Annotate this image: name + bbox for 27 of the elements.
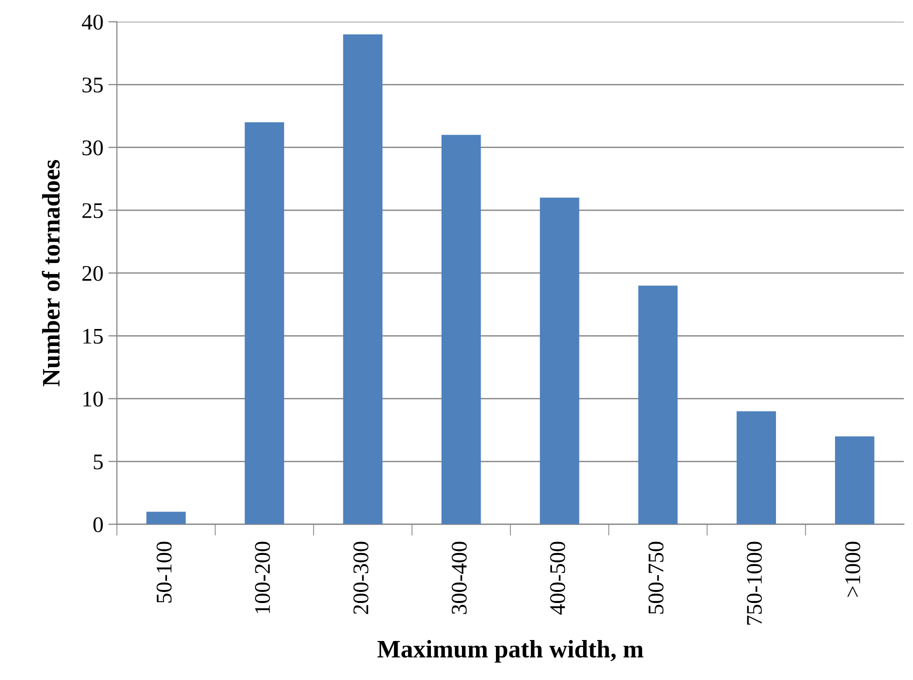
y-tick-label: 35 <box>82 78 103 93</box>
y-tick-label: 0 <box>93 517 103 532</box>
bar <box>540 198 580 524</box>
y-tick-label: 20 <box>82 266 103 281</box>
x-tick-label: 750-1000 <box>746 542 762 625</box>
x-tick-label: 50-100 <box>156 542 172 603</box>
bar <box>638 286 678 524</box>
bar <box>835 436 874 524</box>
x-tick-label: 400-500 <box>550 542 566 615</box>
y-tick-label: 40 <box>82 14 103 30</box>
bar <box>442 134 481 524</box>
x-axis-title: Maximum path width, m <box>377 640 644 663</box>
bar <box>736 411 776 524</box>
x-tick-label: >1000 <box>845 542 860 597</box>
y-tick-label: 25 <box>82 203 103 218</box>
y-tick-label: 5 <box>94 454 103 470</box>
y-tick-label: 15 <box>83 328 103 344</box>
y-tick-label: 30 <box>82 140 103 156</box>
bar <box>244 122 284 524</box>
x-tick-label: 100-200 <box>254 542 270 614</box>
bar <box>343 34 382 524</box>
y-axis-title: Number of tornadoes <box>42 160 60 386</box>
x-tick-label: 300-400 <box>452 542 467 614</box>
x-tick-label: 200-300 <box>353 542 368 614</box>
bar <box>146 512 186 524</box>
x-tick-label: 500-750 <box>648 542 664 614</box>
y-tick-label: 10 <box>83 392 103 407</box>
